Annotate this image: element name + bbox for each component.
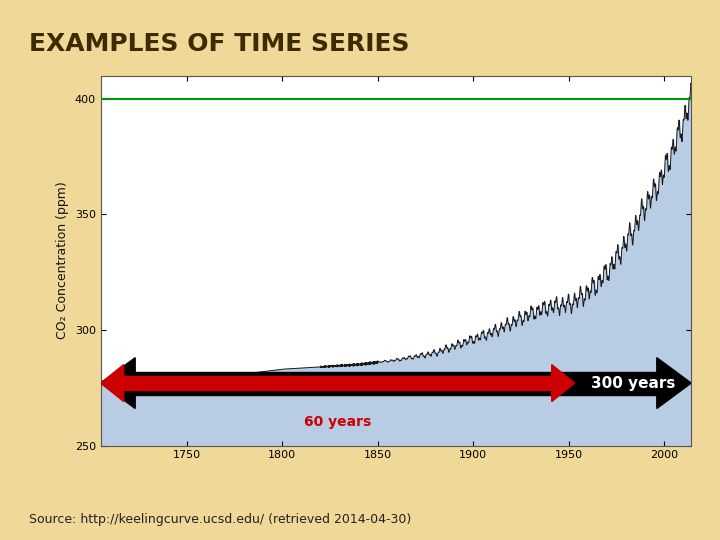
FancyArrow shape [124, 376, 552, 390]
FancyArrow shape [135, 372, 657, 395]
FancyArrow shape [101, 357, 135, 408]
FancyArrow shape [552, 364, 575, 402]
FancyArrow shape [657, 357, 691, 408]
Text: Source: http://keelingcurve.ucsd.edu/ (retrieved 2014-04-30): Source: http://keelingcurve.ucsd.edu/ (r… [29, 514, 411, 526]
Text: 60 years: 60 years [304, 415, 372, 429]
Y-axis label: CO₂ Concentration (ppm): CO₂ Concentration (ppm) [56, 181, 69, 340]
Text: 300 years: 300 years [590, 376, 675, 390]
FancyArrow shape [101, 364, 124, 402]
Text: EXAMPLES OF TIME SERIES: EXAMPLES OF TIME SERIES [29, 32, 409, 56]
